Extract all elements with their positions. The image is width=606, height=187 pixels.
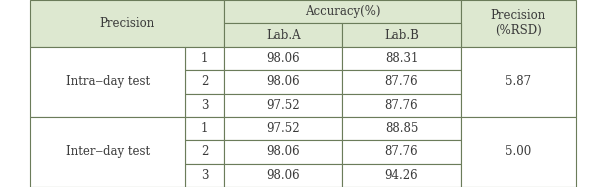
Bar	[224, 0, 461, 23]
Text: 1: 1	[201, 52, 208, 65]
Text: 98.06: 98.06	[267, 145, 300, 158]
Bar	[30, 117, 185, 187]
Text: 87.76: 87.76	[385, 99, 418, 112]
Text: Lab.B: Lab.B	[384, 29, 419, 42]
Bar	[185, 117, 224, 140]
Bar	[30, 47, 185, 117]
Text: 5.00: 5.00	[505, 145, 531, 158]
Text: Lab.A: Lab.A	[266, 29, 301, 42]
Bar	[342, 23, 461, 47]
Bar	[185, 47, 224, 70]
Text: 94.26: 94.26	[385, 169, 418, 182]
Bar	[185, 140, 224, 164]
Bar	[224, 140, 342, 164]
Bar	[224, 23, 342, 47]
Bar	[342, 70, 461, 94]
Text: 88.31: 88.31	[385, 52, 418, 65]
Bar	[342, 164, 461, 187]
Bar	[185, 70, 224, 94]
Text: 1: 1	[201, 122, 208, 135]
Text: Intra‒day test: Intra‒day test	[65, 75, 150, 88]
Text: Accuracy(%): Accuracy(%)	[305, 5, 380, 18]
Text: 87.76: 87.76	[385, 75, 418, 88]
Bar	[224, 70, 342, 94]
Bar	[185, 94, 224, 117]
Text: 3: 3	[201, 169, 208, 182]
Text: 97.52: 97.52	[267, 122, 300, 135]
Bar	[461, 117, 576, 187]
Text: 98.06: 98.06	[267, 75, 300, 88]
Bar	[461, 47, 576, 117]
Bar	[461, 0, 576, 47]
Bar	[224, 94, 342, 117]
Bar	[342, 94, 461, 117]
Text: 98.06: 98.06	[267, 169, 300, 182]
Text: 3: 3	[201, 99, 208, 112]
Text: 5.87: 5.87	[505, 75, 531, 88]
Text: 88.85: 88.85	[385, 122, 418, 135]
Text: 2: 2	[201, 145, 208, 158]
Bar	[342, 140, 461, 164]
Text: 87.76: 87.76	[385, 145, 418, 158]
Text: Precision: Precision	[99, 17, 155, 30]
Text: Precision
(%RSD): Precision (%RSD)	[490, 9, 546, 37]
Bar	[342, 47, 461, 70]
Text: Inter‒day test: Inter‒day test	[65, 145, 150, 158]
Bar	[185, 164, 224, 187]
Bar	[224, 164, 342, 187]
Bar	[30, 0, 224, 47]
Text: 98.06: 98.06	[267, 52, 300, 65]
Bar	[224, 47, 342, 70]
Text: 97.52: 97.52	[267, 99, 300, 112]
Text: 2: 2	[201, 75, 208, 88]
Bar	[224, 117, 342, 140]
Bar	[342, 117, 461, 140]
